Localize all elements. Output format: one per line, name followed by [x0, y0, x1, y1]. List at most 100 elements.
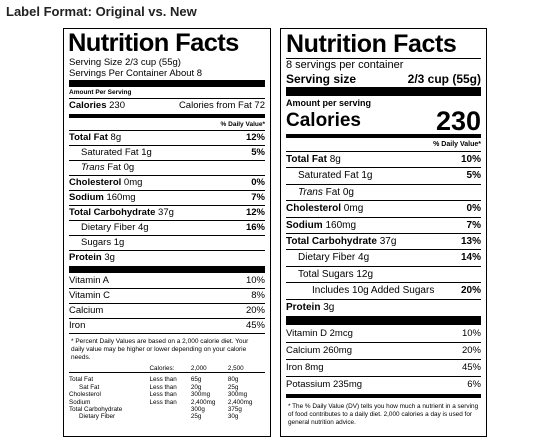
original-calories-from-fat: Calories from Fat 72: [178, 100, 265, 111]
nutrient-name: Dietary Fiber: [81, 222, 136, 233]
new-nutrient-row: Total Sugars 12g: [286, 265, 481, 282]
divider: [286, 87, 481, 96]
nutrient-amount: 37g: [158, 207, 174, 218]
table-cell: Cholesterol: [69, 391, 101, 399]
nutrient-amount: 4g: [358, 252, 370, 264]
table-cell: Sodium: [69, 398, 91, 406]
new-nutrient-row: Includes 10g Added Sugars 20%: [286, 282, 481, 298]
new-serving-size: Serving size 2/3 cup (55g): [286, 72, 481, 86]
table-cell: Calories:: [149, 365, 175, 372]
vitamin-dv: 10%: [245, 275, 265, 286]
nutrient-amount: 160mg: [325, 219, 357, 231]
table-cell: 80g: [227, 376, 239, 384]
divider: [69, 80, 265, 87]
nutrient-dv: 12%: [245, 132, 265, 143]
divider: [286, 134, 481, 138]
original-calories-value: 230: [109, 100, 125, 111]
nutrient-name: Protein: [286, 301, 321, 313]
nutrient-dv: 0%: [251, 177, 265, 188]
table-cell: [69, 365, 150, 373]
nutrient-name: Cholesterol: [286, 203, 342, 215]
divider: [69, 114, 265, 118]
original-calories-row: Calories 230 Calories from Fat 72: [69, 98, 265, 113]
original-vitamin-row: Iron 45%: [69, 318, 265, 333]
new-nutrient-row: Dietary Fiber 4g 14%: [286, 249, 481, 265]
nutrient-amount: Fat 0g: [107, 162, 135, 173]
original-nutrient-row: Cholesterol 0mg 0%: [69, 175, 265, 190]
divider: [69, 333, 265, 334]
original-vitamin-row: Calcium 20%: [69, 303, 265, 318]
original-nutrient-row: Trans Fat 0g: [69, 160, 265, 175]
nutrient-amount: 160mg: [106, 192, 136, 203]
table-cell: Total Fat: [69, 376, 94, 384]
table-cell: 20g: [190, 383, 202, 391]
table-cell: 2,500: [227, 365, 244, 372]
nutrient-name: Saturated Fat: [81, 147, 139, 158]
original-nutrient-row: Saturated Fat 1g 5%: [69, 145, 265, 160]
new-serving-size-label: Serving size: [286, 72, 357, 86]
nutrient-dv: 7%: [251, 192, 265, 203]
nutrient-name: Total Fat: [69, 132, 108, 143]
nutrient-name: Protein: [69, 252, 102, 263]
new-vitamin-row: Calcium 260mg 20%: [286, 342, 481, 359]
nutrient-amount: 37g: [379, 236, 397, 248]
nutrient-dv: 5%: [466, 170, 481, 182]
original-nutrient-row: Total Carbohydrate 37g 12%: [69, 205, 265, 220]
new-serving-size-value: 2/3 cup (55g): [407, 72, 481, 86]
original-footnote: * Percent Daily Values are based on a 2,…: [71, 338, 249, 361]
nutrient-amount: 12g: [356, 268, 374, 280]
nutrient-name: Total Carbohydrate: [286, 236, 377, 248]
table-row: Total Carbohydrate 300g 375g: [69, 406, 265, 413]
nutrient-amount: 4g: [138, 222, 149, 233]
nutrient-amount: 1g: [361, 170, 373, 182]
new-nutrient-row: Protein 3g: [286, 298, 481, 315]
nutrient-name: Sodium: [69, 192, 104, 203]
table-cell: Dietary Fiber: [79, 413, 116, 421]
nutrient-amount: 1g: [113, 237, 125, 248]
nutrient-amount: Fat 0g: [325, 186, 354, 198]
nutrient-amount: 0mg: [343, 203, 364, 215]
table-cell: Less than: [149, 376, 177, 384]
vitamin-name: Vitamin D 2mcg: [286, 328, 353, 340]
nutrient-name: Sodium: [286, 219, 323, 231]
new-nutrient-row: Saturated Fat 1g 5%: [286, 167, 481, 183]
nutrient-dv: 14%: [460, 252, 481, 264]
vitamin-dv: 20%: [245, 305, 265, 316]
vitamin-dv: 10%: [461, 328, 481, 340]
new-title: Nutrition Facts: [286, 30, 457, 58]
table-cell: 300g: [190, 406, 205, 414]
vitamin-name: Calcium 260mg: [286, 345, 352, 357]
original-label: Nutrition Facts Serving Size 2/3 cup (55…: [63, 28, 271, 437]
table-row: Dietary Fiber 25g 30g: [69, 413, 265, 420]
original-nutrient-row: Total Fat 8g 12%: [69, 130, 265, 145]
new-amount-per-serving: Amount per serving: [286, 98, 372, 108]
vitamin-name: Vitamin A: [69, 275, 109, 286]
original-dv-header: % Daily Value*: [220, 121, 265, 128]
divider: [69, 266, 265, 273]
divider: [286, 316, 481, 326]
original-nutrient-row: Dietary Fiber 4g 16%: [69, 220, 265, 235]
nutrient-name: Sugars: [81, 237, 112, 248]
page-heading: Label Format: Original vs. New: [6, 4, 197, 19]
nutrient-name: Total Fat: [286, 154, 327, 165]
nutrient-amount: 3g: [104, 252, 115, 263]
nutrient-amount: 8g: [110, 132, 122, 143]
table-cell: 375g: [227, 406, 242, 414]
nutrient-name: Dietary Fiber: [298, 252, 356, 264]
table-cell: 30g: [227, 413, 239, 421]
new-vitamin-row: Iron 8mg 45%: [286, 359, 481, 376]
new-calories-value: 230: [435, 106, 481, 136]
table-cell: 65g: [190, 376, 202, 384]
new-calories-label: Calories: [286, 110, 361, 131]
table-cell: 25g: [190, 413, 202, 421]
original-reference-table: Calories: 2,000 2,500 Total Fat Less tha…: [69, 365, 265, 421]
new-nutrient-row: Total Carbohydrate 37g 13%: [286, 233, 481, 249]
new-label: Nutrition Facts 8 servings per container…: [280, 28, 487, 437]
original-vitamin-row: Vitamin A 10%: [69, 274, 265, 288]
original-title: Nutrition Facts: [68, 29, 239, 57]
nutrient-dv: 10%: [460, 154, 481, 165]
table-header-row: Calories: 2,000 2,500: [69, 365, 265, 373]
table-row: Sodium Less than 2,400mg 2,400mg: [69, 399, 265, 406]
vitamin-dv: 20%: [461, 345, 481, 357]
table-cell: [150, 406, 191, 413]
